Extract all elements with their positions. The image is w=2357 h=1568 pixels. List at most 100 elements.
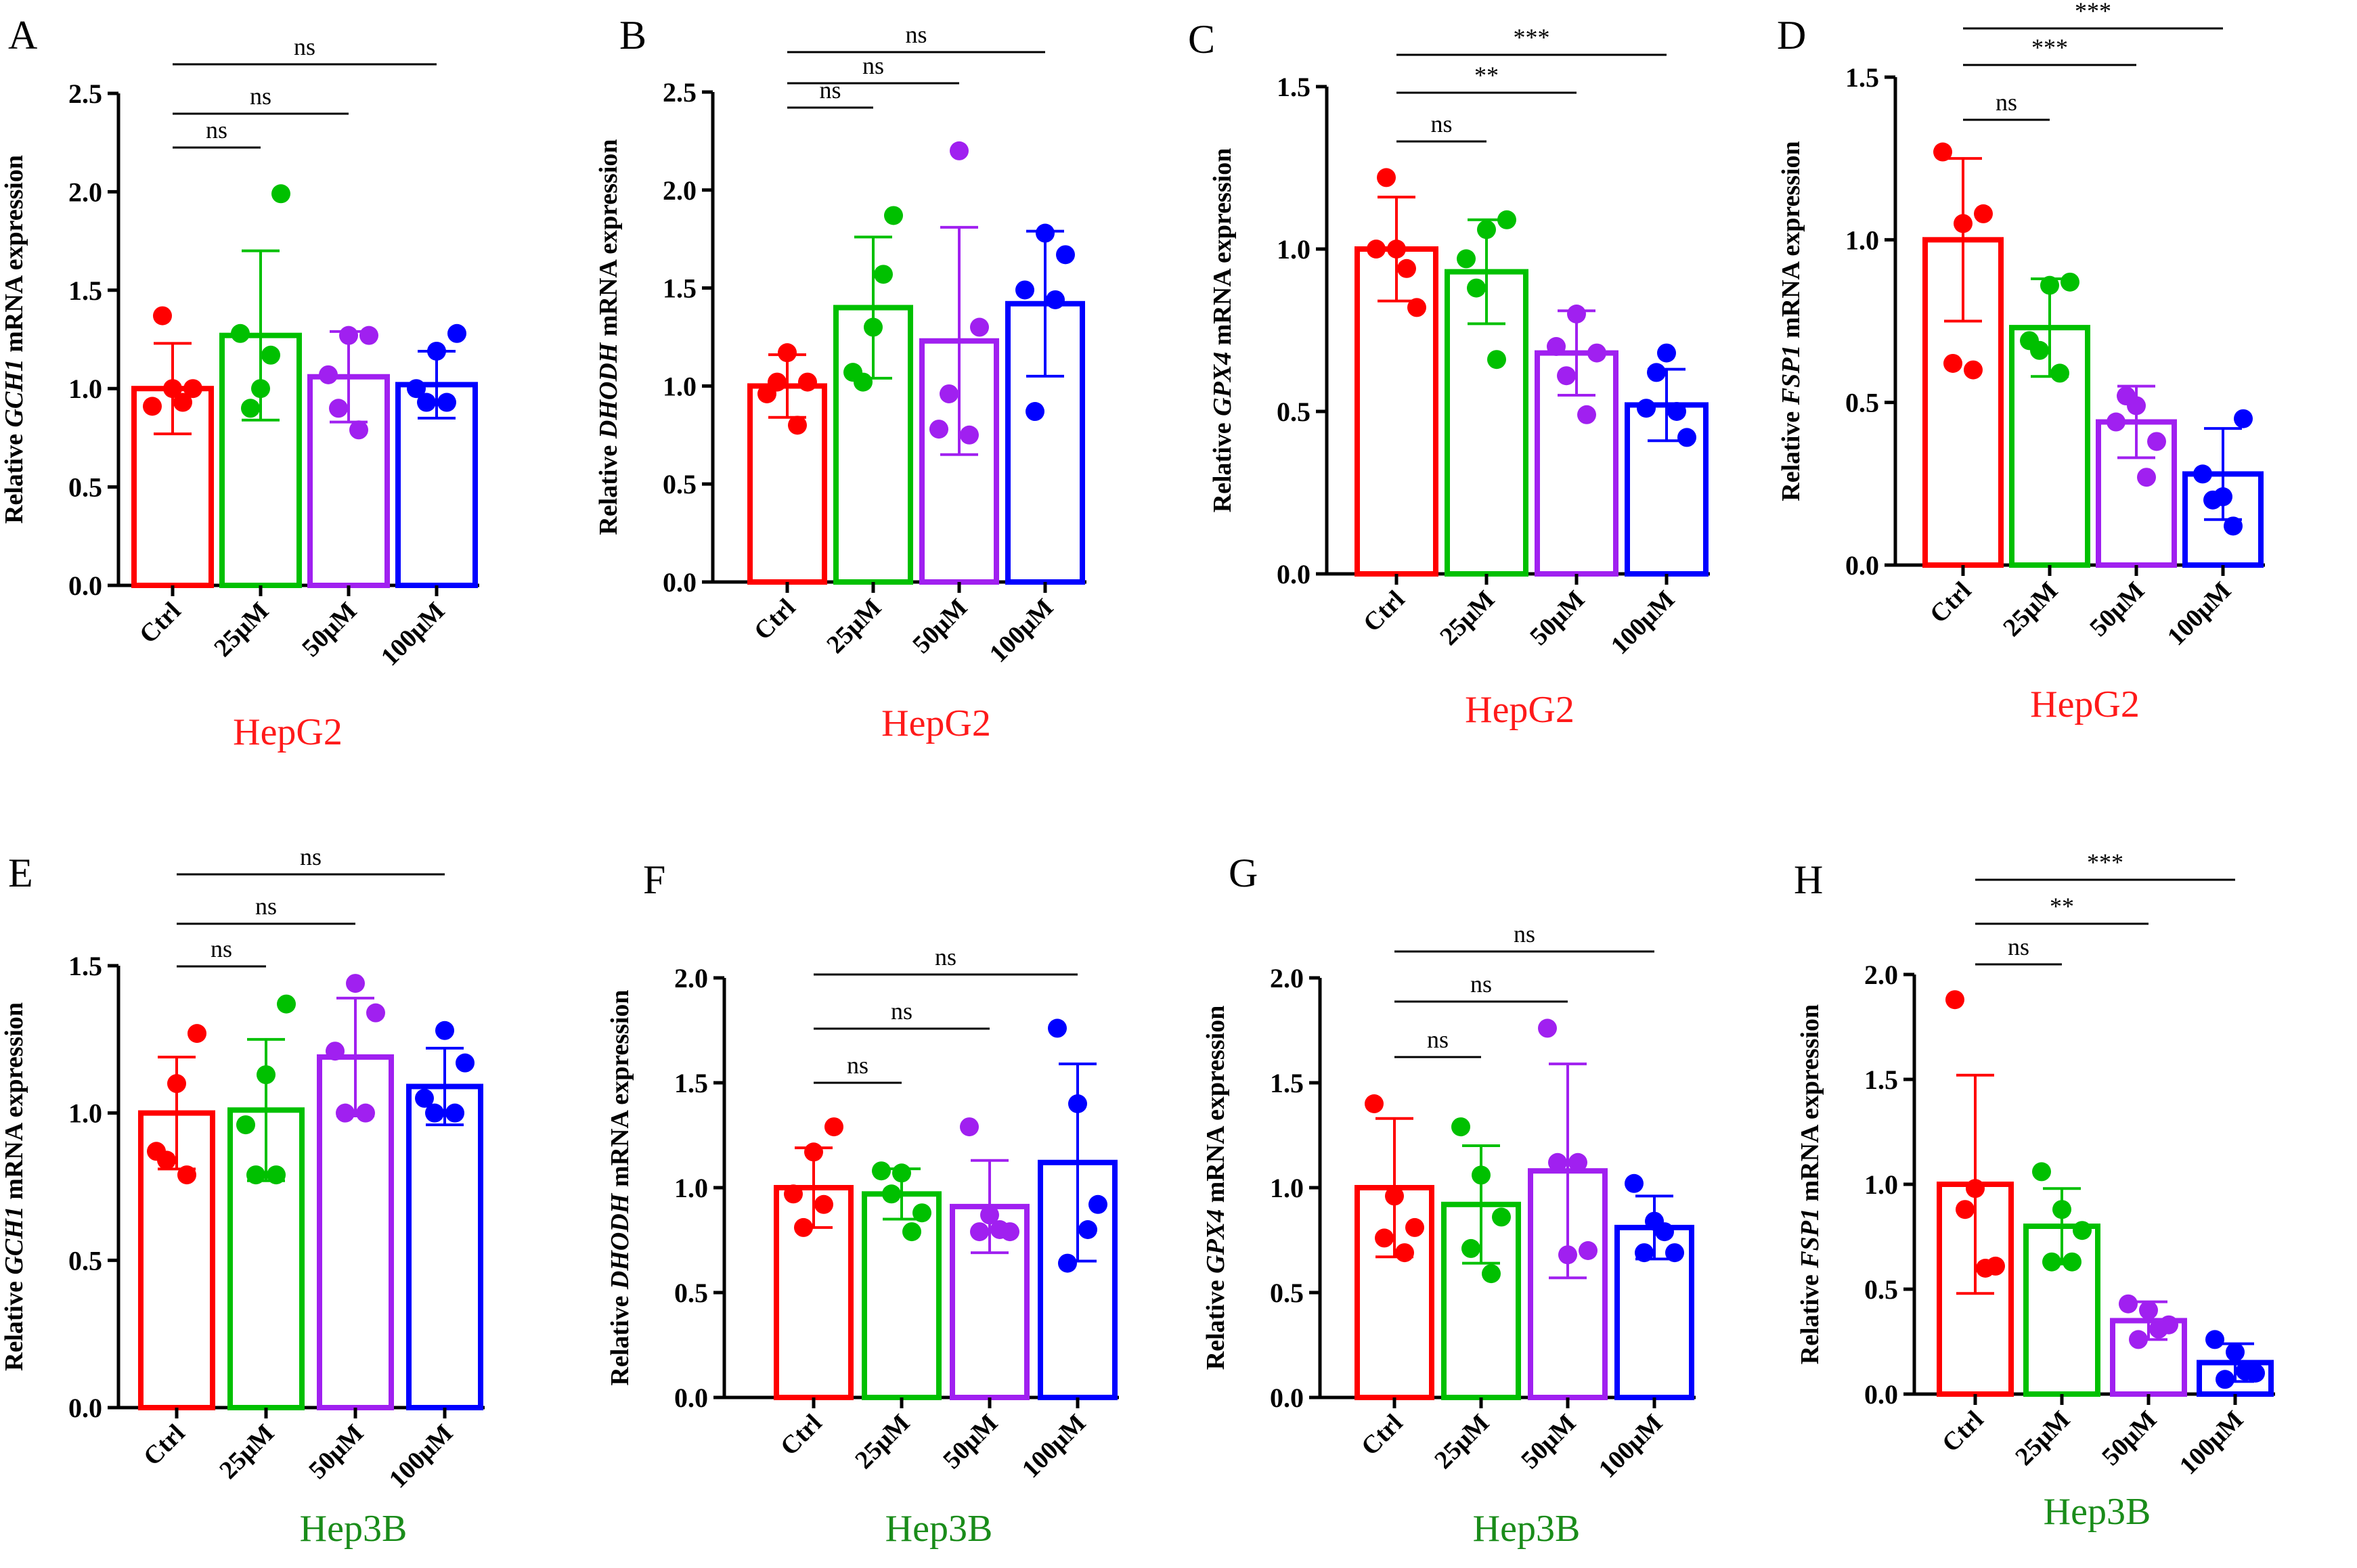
significance-label-H-1: ** (2050, 893, 2074, 920)
x-tick-label: Ctrl (134, 597, 186, 649)
data-point-B-0-1 (778, 343, 797, 363)
cell-line-label: Hep3B (1473, 1508, 1581, 1550)
x-tick-label: Ctrl (749, 593, 801, 646)
significance-label-C-0: ns (1430, 110, 1452, 137)
x-tick-label: Ctrl (1924, 577, 1977, 629)
bar-E-3 (406, 1083, 483, 1411)
data-point-C-1-4 (1487, 350, 1506, 369)
data-point-B-0-2 (798, 372, 817, 392)
significance-label-E-0: ns (211, 935, 232, 962)
cell-line-label: HepG2 (881, 702, 991, 744)
data-point-E-3-4 (445, 1103, 464, 1123)
x-tick-label: 50μM (2096, 1406, 2162, 1471)
significance-label-D-0: ns (1996, 89, 2017, 116)
data-point-B-2-4 (960, 425, 979, 445)
data-point-F-0-0 (784, 1184, 803, 1204)
y-axis-label: Relative DHODH mRNA expression (594, 139, 623, 535)
data-point-F-1-2 (912, 1203, 931, 1223)
data-point-A-0-4 (173, 393, 192, 412)
data-point-G-1-0 (1451, 1117, 1470, 1137)
y-label-gene: GCH1 (0, 1206, 28, 1274)
significance-label-A-1: ns (250, 83, 271, 110)
data-point-G-1-4 (1482, 1264, 1501, 1284)
y-tick-label: 0.0 (1277, 559, 1310, 589)
y-label-prefix: Relative (606, 1289, 634, 1385)
data-point-C-1-2 (1497, 210, 1516, 229)
data-point-A-0-2 (183, 379, 202, 399)
y-label-prefix: Relative (594, 439, 623, 535)
data-point-A-3-3 (417, 393, 436, 412)
y-axis-label: Relative GCH1 mRNA expression (0, 155, 28, 524)
data-point-G-2-0 (1538, 1018, 1557, 1038)
data-point-B-3-0 (1015, 280, 1034, 300)
data-point-D-1-3 (2030, 340, 2049, 360)
data-point-E-3-0 (415, 1088, 434, 1108)
data-point-D-2-4 (2137, 468, 2156, 487)
x-tick-label: 25μM (1434, 585, 1500, 651)
y-tick-label: 1.0 (663, 371, 697, 401)
y-tick-label: 1.0 (1845, 225, 1879, 255)
y-label-prefix: Relative (1208, 416, 1237, 512)
significance-label-F-0: ns (847, 1052, 868, 1079)
data-point-C-1-0 (1457, 249, 1476, 269)
data-point-B-2-2 (970, 317, 989, 337)
data-point-B-3-2 (1056, 245, 1075, 265)
data-point-A-2-3 (329, 399, 348, 418)
data-point-A-2-2 (359, 326, 378, 345)
y-tick-label: 1.5 (1864, 1065, 1898, 1095)
panel-letter: F (643, 857, 665, 902)
data-point-E-2-0 (326, 1041, 345, 1061)
data-point-E-1-1 (257, 1065, 276, 1085)
data-point-A-1-1 (251, 379, 270, 399)
y-tick-label: 0.0 (674, 1383, 708, 1413)
panel-letter: B (619, 13, 646, 58)
cell-line-label: HepG2 (2030, 684, 2140, 725)
x-tick-label: 100μM (376, 597, 451, 672)
y-tick-label: 0.0 (1864, 1379, 1898, 1410)
y-tick-label: 1.5 (663, 273, 697, 304)
data-point-F-3-0 (1048, 1018, 1067, 1038)
data-point-H-1-3 (2042, 1252, 2061, 1272)
data-point-D-0-4 (1964, 360, 1983, 380)
panel-letter: C (1188, 17, 1215, 62)
data-point-D-0-3 (1943, 353, 1962, 373)
data-point-D-3-3 (2203, 490, 2222, 510)
data-point-D-1-4 (2050, 363, 2069, 383)
significance-label-D-1: *** (2031, 34, 2068, 61)
significance-label-C-1: ** (1474, 62, 1499, 89)
y-label-suffix: mRNA expression (1202, 1006, 1230, 1209)
y-label-suffix: mRNA expression (606, 989, 634, 1193)
data-point-C-0-4 (1397, 259, 1416, 278)
panel-letter: A (8, 13, 37, 58)
y-label-suffix: mRNA expression (594, 139, 623, 342)
data-point-B-2-0 (929, 420, 948, 439)
panel-letter: D (1777, 13, 1806, 58)
y-label-prefix: Relative (1796, 1268, 1824, 1364)
cell-line-label: HepG2 (233, 711, 343, 753)
data-point-G-1-1 (1472, 1165, 1491, 1185)
data-point-C-0-3 (1377, 168, 1396, 187)
data-point-D-2-2 (2147, 432, 2166, 451)
y-label-gene: GCH1 (0, 359, 28, 427)
significance-label-G-2: ns (1514, 920, 1535, 947)
data-point-H-1-4 (2063, 1252, 2081, 1272)
data-point-G-2-1 (1558, 1245, 1577, 1265)
data-point-E-1-2 (277, 994, 296, 1014)
data-point-H-2-1 (2139, 1301, 2158, 1320)
data-point-C-3-3 (1647, 363, 1666, 382)
data-point-A-1-3 (241, 399, 260, 418)
x-tick-label: 50μM (2084, 577, 2150, 642)
x-tick-label: 25μM (2010, 1406, 2075, 1471)
data-point-C-0-2 (1407, 298, 1426, 317)
data-point-F-2-1 (980, 1205, 999, 1225)
y-label-suffix: mRNA expression (1777, 141, 1805, 344)
data-point-A-1-0 (231, 323, 250, 343)
y-tick-label: 1.5 (68, 275, 102, 306)
cell-line-label: Hep3B (300, 1508, 407, 1550)
significance-label-G-1: ns (1470, 970, 1492, 998)
data-point-E-2-4 (356, 1103, 375, 1123)
data-point-G-3-3 (1635, 1243, 1654, 1263)
data-point-F-0-2 (824, 1117, 843, 1137)
x-tick-label: 25μM (208, 597, 274, 663)
y-tick-label: 1.0 (1270, 1173, 1304, 1203)
